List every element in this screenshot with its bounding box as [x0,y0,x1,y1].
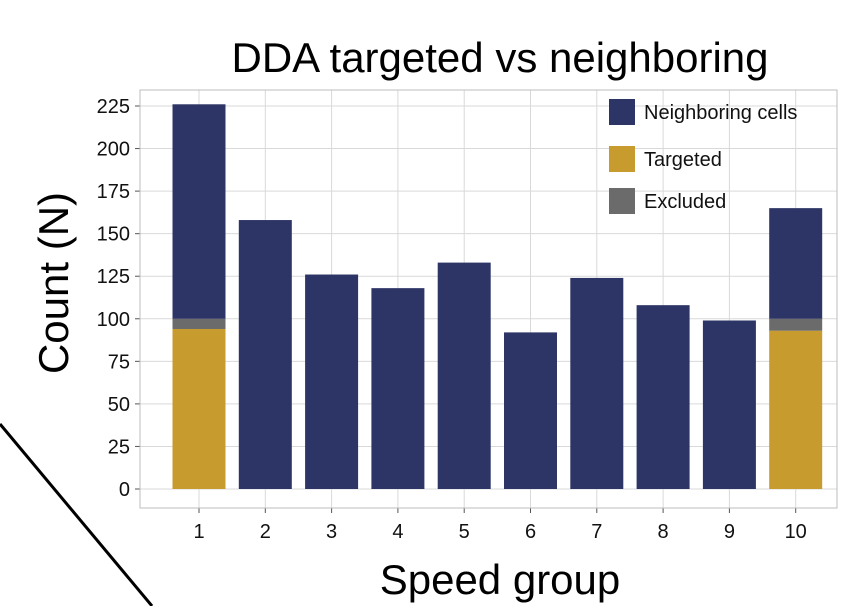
bar-neighboring-cells [238,220,292,489]
x-tick-label: 5 [459,521,470,543]
y-axis-label: Count (N) [30,192,77,374]
bar-neighboring-cells [172,104,226,319]
y-tick-label: 0 [119,479,130,501]
y-tick-label: 125 [97,266,130,288]
x-tick-label: 10 [785,521,807,543]
y-tick-label: 150 [97,224,130,246]
y-tick-label: 200 [97,139,130,161]
bar-neighboring-cells [570,277,624,489]
plot-area: 0 25 50 75 100 125 150 175 200 225 1 2 3 4 5 6 7 8 9 10 Neig… [97,89,838,543]
legend-label: Neighboring cells [644,102,797,124]
bar-excluded [172,318,226,329]
x-tick-label: 4 [392,521,403,543]
chart-title: DDA targeted vs neighboring [232,34,769,81]
y-tick-label: 175 [97,181,130,203]
y-tick-label: 25 [108,436,130,458]
x-tick-label: 6 [525,521,536,543]
y-tick-label: 50 [108,394,130,416]
y-tick-label: 225 [97,96,130,118]
bar-neighboring-cells [769,208,823,319]
bar-targeted [172,328,226,489]
x-tick-label: 7 [591,521,602,543]
x-tick-label: 9 [724,521,735,543]
plot-frame [139,89,838,509]
y-tick-label: 75 [108,351,130,373]
bar-neighboring-cells [437,262,491,489]
bar-neighboring-cells [305,274,359,489]
x-axis-label: Speed group [380,556,621,603]
bar-neighboring-cells [504,332,557,489]
decorative-diagonal-line [0,423,154,606]
x-tick-label: 3 [326,521,337,543]
legend-label: Excluded [644,191,726,213]
legend-swatch [609,188,635,214]
x-tick-label: 2 [260,521,271,543]
legend-swatch [609,99,635,125]
bar-neighboring-cells [702,320,756,489]
legend-label: Targeted [644,149,722,171]
y-tick-label: 100 [97,309,130,331]
bar-neighboring-cells [371,288,425,489]
bar-neighboring-cells [636,305,690,489]
bar-excluded [769,318,823,331]
legend-swatch [609,146,635,172]
x-tick-label: 1 [193,521,204,543]
bar-targeted [769,330,823,489]
x-tick-label: 8 [658,521,669,543]
